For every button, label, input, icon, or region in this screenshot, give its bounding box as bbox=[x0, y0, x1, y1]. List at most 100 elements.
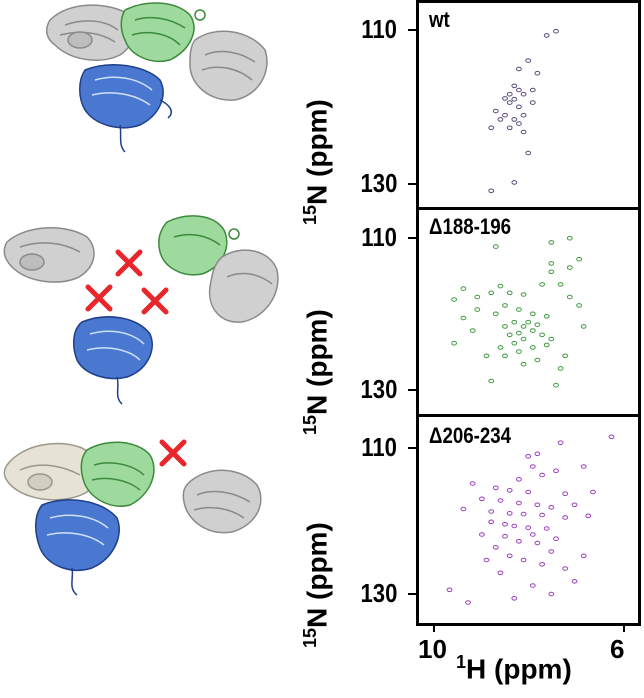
peak-marker bbox=[534, 502, 541, 508]
peak-marker bbox=[557, 440, 564, 446]
peak-marker bbox=[511, 83, 518, 89]
peak-marker bbox=[585, 513, 592, 519]
peak-marker bbox=[492, 244, 499, 249]
peak-marker bbox=[548, 549, 555, 554]
peak-marker bbox=[529, 345, 536, 350]
peak-marker bbox=[562, 491, 569, 496]
peak-marker bbox=[520, 91, 527, 97]
peak-marker bbox=[539, 332, 545, 338]
y-tick-label: 130 bbox=[360, 578, 397, 608]
peak-marker bbox=[451, 340, 457, 346]
peak-marker bbox=[571, 579, 578, 584]
peak-marker bbox=[460, 286, 467, 291]
peak-marker bbox=[525, 525, 532, 530]
peak-marker bbox=[483, 557, 490, 563]
peak-marker bbox=[506, 488, 513, 493]
peak-marker bbox=[488, 290, 495, 296]
peak-marker bbox=[525, 454, 532, 459]
green-domain bbox=[158, 215, 240, 276]
peak-marker bbox=[548, 261, 555, 266]
peak-marker bbox=[529, 583, 536, 588]
cross-marks bbox=[85, 249, 169, 315]
peak-marker bbox=[557, 282, 564, 287]
y-tick-label: 110 bbox=[361, 14, 397, 44]
peak-marker bbox=[562, 515, 569, 520]
spectrum-panel-wt: wt bbox=[416, 0, 641, 210]
peak-marker bbox=[566, 294, 573, 300]
gray-domain-right bbox=[208, 249, 279, 323]
peak-marker bbox=[460, 315, 467, 321]
peak-marker bbox=[520, 511, 527, 517]
peak-marker bbox=[529, 328, 536, 333]
x-tick-marks bbox=[433, 624, 625, 632]
peak-marker bbox=[497, 570, 504, 576]
peak-marker bbox=[520, 336, 527, 342]
peak-marker bbox=[553, 382, 559, 388]
peak-marker bbox=[539, 562, 545, 567]
peak-marker bbox=[516, 539, 522, 544]
peak-marker bbox=[557, 366, 564, 371]
peak-marker bbox=[520, 129, 527, 135]
peak-marker bbox=[520, 324, 527, 329]
gray-domain-right bbox=[182, 469, 262, 534]
gray-domain-left bbox=[45, 4, 136, 61]
peak-marker bbox=[525, 319, 532, 325]
peak-marker bbox=[446, 587, 453, 593]
structure-d206 bbox=[3, 439, 262, 596]
panel-label: wt bbox=[429, 7, 450, 32]
peak-marker bbox=[483, 353, 490, 359]
y-axis-label-d188: 15N (ppm) bbox=[300, 309, 333, 435]
peak-marker bbox=[511, 117, 518, 122]
y-tick-label: 130 bbox=[360, 168, 397, 198]
peak-marker bbox=[534, 357, 541, 363]
peak-marker bbox=[516, 121, 522, 126]
panel-label: Δ188-196 bbox=[429, 214, 512, 239]
peak-marker bbox=[539, 512, 545, 518]
peak-marker bbox=[553, 28, 559, 34]
peak-marker bbox=[497, 117, 504, 122]
peak-marker bbox=[516, 66, 522, 72]
y-tick-label: 110 bbox=[361, 222, 397, 252]
peak-marker bbox=[497, 345, 504, 350]
peak-marker bbox=[543, 314, 550, 319]
peak-marker bbox=[566, 265, 573, 270]
peak-marker bbox=[516, 104, 522, 110]
peak-marker bbox=[548, 240, 555, 245]
peak-marker bbox=[534, 322, 541, 327]
blue-domain bbox=[79, 64, 172, 153]
y-axis-label-wt: 15N (ppm) bbox=[300, 99, 333, 225]
x-tick-label: 6 bbox=[610, 634, 625, 664]
peak-marker bbox=[502, 112, 508, 118]
structure-wt bbox=[45, 2, 268, 153]
peak-marker bbox=[539, 472, 545, 478]
peak-marker bbox=[525, 58, 532, 63]
peak-marker bbox=[506, 553, 513, 559]
peak-marker bbox=[497, 283, 504, 289]
peak-marker bbox=[506, 125, 513, 131]
y-axis-label-d206: 15N (ppm) bbox=[300, 522, 333, 648]
peak-marker bbox=[488, 378, 495, 384]
gray-domain-left bbox=[3, 227, 95, 283]
peak-marker bbox=[520, 112, 527, 118]
peak-marker bbox=[553, 536, 559, 541]
peak-marker bbox=[548, 505, 555, 510]
peak-marker bbox=[516, 477, 522, 482]
peak-marker bbox=[580, 464, 587, 469]
peak-marker bbox=[520, 557, 527, 563]
peak-marker bbox=[529, 87, 536, 93]
peak-marker bbox=[608, 434, 615, 440]
peak-marker bbox=[460, 506, 467, 512]
peak-marker bbox=[516, 500, 522, 506]
peak-marker bbox=[562, 566, 569, 571]
peak-marker bbox=[451, 297, 457, 302]
peak-marker bbox=[511, 596, 518, 601]
peak-marker bbox=[474, 294, 481, 300]
peak-marker bbox=[488, 509, 495, 514]
peak-marker bbox=[502, 303, 508, 308]
peak-marker bbox=[520, 292, 527, 297]
peak-marker bbox=[543, 33, 550, 38]
peak-marker bbox=[529, 311, 536, 317]
peak-marker bbox=[534, 70, 541, 76]
peak-marker bbox=[506, 100, 513, 105]
peak-marker bbox=[516, 349, 522, 354]
